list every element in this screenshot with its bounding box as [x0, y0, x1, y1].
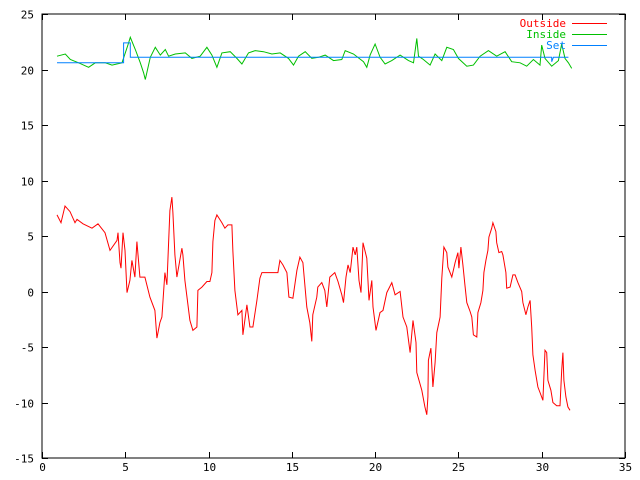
x-tick-label: 10 [203, 461, 216, 474]
legend-label-outside: Outside [520, 17, 566, 30]
plot-border [41, 13, 626, 459]
y-tick-label: 0 [27, 287, 34, 300]
series-lines [56, 35, 573, 415]
series-line-set [57, 42, 569, 64]
legend-label-inside: Inside [526, 28, 566, 41]
y-tick-label: -5 [21, 342, 34, 355]
legend-label-set: Set [546, 39, 566, 52]
x-tick-label: 5 [122, 461, 129, 474]
series-line-outside [56, 197, 571, 415]
y-tick-label: 15 [21, 120, 34, 133]
y-tick-label: 20 [21, 65, 34, 78]
x-tick-label: 25 [452, 461, 465, 474]
y-tick-label: 25 [21, 9, 34, 22]
x-tick-label: 20 [369, 461, 382, 474]
y-tick-label: -10 [14, 398, 34, 411]
x-tick-label: 30 [536, 461, 549, 474]
axis-ticks: 0 5 10 15 20 25 30 35 -15 -10 -5 0 5 10 15 20 25 [14, 9, 632, 475]
y-tick-label: 5 [27, 231, 34, 244]
x-tick-label: 35 [619, 461, 632, 474]
y-tick-label: 10 [21, 176, 34, 189]
x-tick-label: 15 [286, 461, 299, 474]
series-line-inside [56, 35, 573, 80]
x-tick-label: 0 [39, 461, 46, 474]
y-tick-label: -15 [14, 453, 34, 466]
